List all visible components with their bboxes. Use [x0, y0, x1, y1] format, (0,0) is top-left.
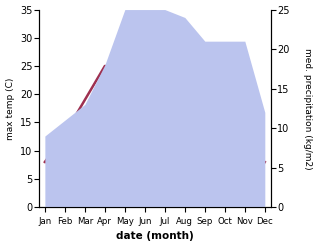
X-axis label: date (month): date (month): [116, 231, 194, 242]
Y-axis label: med. precipitation (kg/m2): med. precipitation (kg/m2): [303, 48, 313, 169]
Y-axis label: max temp (C): max temp (C): [5, 77, 15, 140]
